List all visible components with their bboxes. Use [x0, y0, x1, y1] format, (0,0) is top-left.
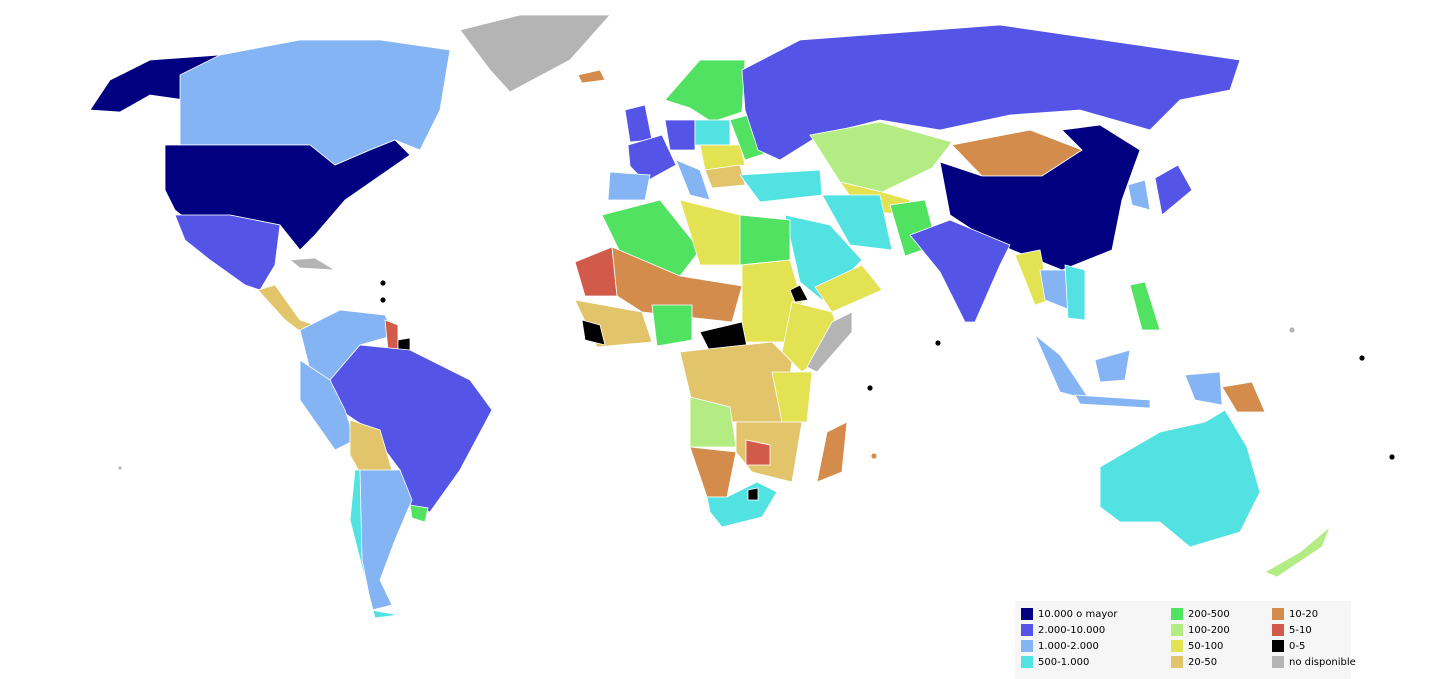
region	[349, 469, 399, 619]
region	[771, 371, 813, 423]
region	[870, 452, 878, 460]
region	[934, 339, 942, 347]
legend-label: 200-500	[1188, 609, 1230, 620]
legend-swatch	[1171, 640, 1183, 652]
legend-swatch	[1171, 624, 1183, 636]
region	[409, 504, 429, 523]
region	[909, 219, 1011, 323]
region	[574, 246, 618, 297]
region	[1094, 349, 1131, 383]
region	[459, 14, 611, 93]
region	[577, 69, 606, 84]
region	[1064, 264, 1086, 321]
region	[806, 311, 853, 373]
region	[607, 171, 651, 201]
region	[117, 465, 123, 471]
region	[624, 104, 653, 143]
legend-label: 500-1.000	[1038, 657, 1089, 668]
region	[814, 264, 883, 313]
region	[651, 304, 693, 347]
legend: 10.000 o mayor 2.000-10.000 1.000-2.000 500…	[1021, 608, 1356, 668]
region	[739, 214, 791, 266]
legend-swatch	[1021, 656, 1033, 668]
legend-label: 20-50	[1188, 657, 1217, 668]
region	[581, 319, 606, 346]
region	[689, 446, 737, 498]
region	[601, 199, 701, 277]
region	[379, 296, 387, 304]
region	[741, 24, 1241, 161]
region	[745, 439, 771, 466]
region	[1184, 371, 1223, 406]
legend-swatch	[1171, 656, 1183, 668]
region	[866, 384, 874, 392]
region	[699, 144, 746, 171]
region	[627, 134, 677, 183]
legend-label: 50-100	[1188, 641, 1223, 652]
region	[174, 214, 281, 291]
region	[1074, 394, 1151, 409]
legend-label: 10-20	[1289, 609, 1318, 620]
region	[1034, 334, 1091, 401]
region	[288, 257, 336, 271]
region	[611, 246, 743, 323]
region	[1099, 409, 1261, 548]
region	[379, 279, 387, 287]
region	[706, 481, 778, 528]
region	[664, 119, 696, 151]
region	[1358, 354, 1366, 362]
region	[694, 119, 731, 146]
legend-swatch	[1272, 624, 1284, 636]
legend-label: 10.000 o mayor	[1038, 609, 1118, 620]
region	[789, 284, 809, 303]
region	[1264, 526, 1331, 578]
map-regions	[89, 14, 1396, 619]
legend-label: 2.000-10.000	[1038, 625, 1105, 636]
region	[357, 469, 413, 611]
region	[747, 487, 759, 501]
legend-swatch	[1272, 608, 1284, 620]
region	[704, 164, 746, 189]
region	[739, 169, 823, 203]
legend-swatch	[1021, 608, 1033, 620]
legend-label: 100-200	[1188, 625, 1230, 636]
region	[1221, 381, 1266, 413]
legend-label: 0-5	[1289, 641, 1305, 652]
region	[1127, 179, 1151, 211]
legend-swatch	[1171, 608, 1183, 620]
region	[1388, 453, 1396, 461]
region	[1129, 281, 1161, 331]
legend-label: 1.000-2.000	[1038, 641, 1099, 652]
region	[1154, 164, 1193, 216]
legend-swatch	[1272, 656, 1284, 668]
region	[1288, 326, 1296, 334]
legend-swatch	[1021, 624, 1033, 636]
region	[816, 421, 848, 483]
region	[821, 194, 893, 251]
region	[664, 59, 746, 123]
legend-label: 5-10	[1289, 625, 1312, 636]
region	[675, 159, 711, 201]
legend-swatch	[1021, 640, 1033, 652]
legend-label: no disponible	[1289, 657, 1356, 668]
legend-swatch	[1272, 640, 1284, 652]
region	[809, 121, 953, 193]
